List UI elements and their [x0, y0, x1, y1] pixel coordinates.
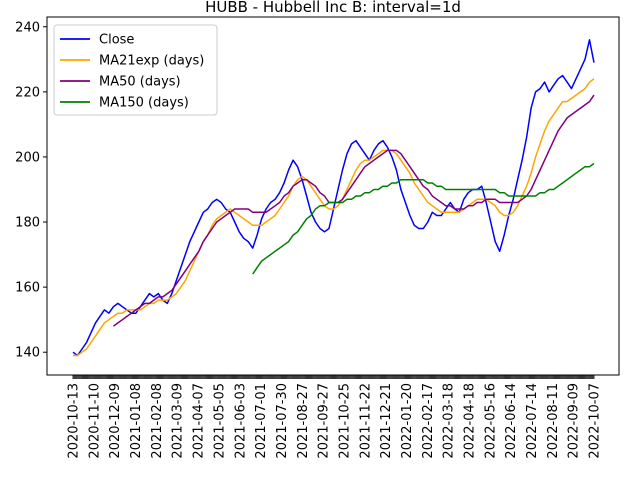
x-tick-label: 2022-02-17	[421, 383, 436, 459]
x-axis: 2020-10-13 2020-11-10 2020-12-09 2021-01-08…	[67, 375, 603, 459]
legend-label-3: MA150 (days)	[99, 96, 189, 111]
x-tick-label: 2022-07-14	[525, 383, 540, 459]
x-tick-label: 2021-11-22	[358, 383, 373, 459]
y-tick-label: 220	[15, 85, 40, 100]
x-tick-label: 2020-11-10	[87, 383, 102, 459]
y-tick-label: 240	[15, 20, 40, 35]
x-tick-label: 2021-05-05	[212, 383, 227, 459]
y-axis: 140 160 180 200 220 240	[15, 20, 47, 361]
y-tick-label: 200	[15, 150, 40, 165]
x-tick-label: 2021-07-01	[254, 383, 269, 459]
x-tick-label: 2020-10-13	[67, 383, 82, 459]
x-tick-label: 2021-01-08	[129, 383, 144, 459]
legend-label-1: MA21exp (days)	[99, 54, 204, 69]
y-tick-label: 180	[15, 216, 40, 231]
legend-label-0: Close	[99, 33, 134, 48]
legend: Close MA21exp (days) MA50 (days) MA150 (day…	[53, 24, 218, 116]
x-tick-label: 2022-09-09	[567, 383, 582, 459]
y-tick-label: 140	[15, 346, 40, 361]
x-tick-label: 2021-06-03	[233, 383, 248, 459]
x-tick-label: 2022-08-11	[546, 383, 561, 459]
x-tick-label: 2021-12-21	[379, 383, 394, 459]
x-tick-label: 2021-02-08	[150, 383, 165, 459]
series-layer	[72, 39, 595, 357]
chart-title: HUBB - Hubbell Inc B: interval=1d	[205, 0, 461, 16]
x-tick-label: 2021-09-27	[317, 383, 332, 459]
x-tick-label: 2022-03-18	[442, 383, 457, 459]
x-tick-label: 2022-06-14	[504, 383, 519, 459]
x-tick-label: 2021-04-07	[192, 383, 207, 459]
x-tick-label: 2020-12-09	[108, 383, 123, 459]
y-tick-label: 160	[15, 281, 40, 296]
x-tick-label: 2021-03-09	[171, 383, 186, 459]
x-tick-label: 2022-10-07	[588, 383, 603, 459]
series-line-1	[73, 78, 595, 357]
series-line-2	[112, 94, 595, 327]
x-tick-label: 2021-07-30	[275, 383, 290, 459]
legend-box	[53, 24, 218, 116]
x-tick-label: 2021-10-25	[337, 383, 352, 459]
x-tick-label: 2021-08-27	[296, 383, 311, 459]
x-tick-label: 2022-05-16	[483, 383, 498, 459]
x-tick-label: 2022-04-18	[463, 383, 478, 459]
plot-frame	[46, 16, 620, 376]
x-tick-label: 2022-01-20	[400, 383, 415, 459]
legend-label-2: MA50 (days)	[99, 75, 181, 90]
series-line-3	[252, 162, 595, 275]
